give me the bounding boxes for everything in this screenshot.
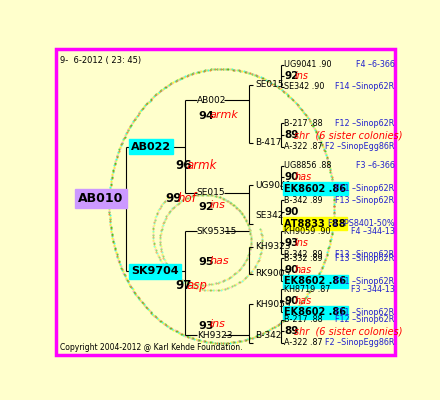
Text: ins: ins bbox=[210, 200, 226, 210]
Text: SE015: SE015 bbox=[255, 80, 283, 90]
Text: B-342 .89: B-342 .89 bbox=[284, 196, 323, 205]
Text: F13 –Sinop62R: F13 –Sinop62R bbox=[335, 250, 394, 259]
Text: has: has bbox=[294, 172, 312, 182]
Text: shr  (6 sister colonies): shr (6 sister colonies) bbox=[294, 130, 403, 140]
Text: KH9059: KH9059 bbox=[255, 300, 290, 309]
Text: F2 –SinopEgg86R: F2 –SinopEgg86R bbox=[325, 142, 394, 151]
Text: AB022: AB022 bbox=[131, 142, 171, 152]
Text: EK8602 .86: EK8602 .86 bbox=[284, 184, 346, 194]
Text: KH9323: KH9323 bbox=[197, 331, 232, 340]
Text: 92: 92 bbox=[284, 71, 299, 81]
Text: 97: 97 bbox=[175, 279, 191, 292]
Text: RK9005: RK9005 bbox=[255, 269, 290, 278]
Text: F11 –Sinop62R: F11 –Sinop62R bbox=[335, 277, 394, 286]
Text: SE015: SE015 bbox=[197, 188, 225, 197]
Text: F14 –Sinop62R: F14 –Sinop62R bbox=[335, 82, 394, 91]
Text: F4 –344-13: F4 –344-13 bbox=[351, 227, 394, 236]
Text: 89: 89 bbox=[284, 130, 299, 140]
Text: ins: ins bbox=[294, 238, 308, 248]
Text: has: has bbox=[294, 296, 312, 306]
Text: EK8602 .86: EK8602 .86 bbox=[284, 276, 346, 286]
Text: F4 –6-366: F4 –6-366 bbox=[356, 60, 394, 70]
Text: F11 –Sinop62R: F11 –Sinop62R bbox=[335, 184, 394, 194]
Text: KH9059 .90: KH9059 .90 bbox=[284, 227, 331, 236]
Text: A-322 .87: A-322 .87 bbox=[284, 142, 323, 151]
Text: F12 –Sinop62R: F12 –Sinop62R bbox=[335, 119, 394, 128]
Text: F12 –Sinop62R: F12 –Sinop62R bbox=[335, 315, 394, 324]
Text: asp: asp bbox=[187, 279, 208, 292]
Text: 92: 92 bbox=[198, 202, 214, 212]
Text: 90: 90 bbox=[284, 265, 299, 275]
Text: 94: 94 bbox=[198, 111, 214, 121]
Text: SE342 .90: SE342 .90 bbox=[284, 82, 325, 91]
Text: B-342 .89: B-342 .89 bbox=[284, 250, 323, 259]
Text: EK8602 .86: EK8602 .86 bbox=[284, 307, 346, 317]
Text: B-332 .89: B-332 .89 bbox=[284, 254, 323, 263]
Text: SK9704: SK9704 bbox=[131, 266, 179, 276]
Text: armk: armk bbox=[187, 159, 217, 172]
Text: F3 –6-366: F3 –6-366 bbox=[356, 161, 394, 170]
Text: 93: 93 bbox=[284, 238, 299, 248]
Text: shr  (6 sister colonies): shr (6 sister colonies) bbox=[294, 326, 403, 336]
Text: Copyright 2004-2012 @ Karl Kehde Foundation.: Copyright 2004-2012 @ Karl Kehde Foundat… bbox=[60, 343, 242, 352]
Text: B-217 .88: B-217 .88 bbox=[284, 315, 323, 324]
Text: F13 –Sinop62R: F13 –Sinop62R bbox=[335, 196, 394, 205]
Text: 99: 99 bbox=[166, 192, 182, 205]
Text: UG9041 .90: UG9041 .90 bbox=[284, 60, 332, 70]
Text: 90: 90 bbox=[284, 207, 299, 217]
Text: has: has bbox=[210, 256, 230, 266]
Text: SE342: SE342 bbox=[255, 211, 283, 220]
Text: F1 –PS8401-50%: F1 –PS8401-50% bbox=[328, 219, 394, 228]
Text: F3 –344-13: F3 –344-13 bbox=[351, 284, 394, 294]
Text: AB002: AB002 bbox=[197, 96, 226, 105]
Text: A-322 .87: A-322 .87 bbox=[284, 338, 323, 348]
Text: 95: 95 bbox=[198, 258, 214, 268]
Text: F2 –SinopEgg86R: F2 –SinopEgg86R bbox=[325, 338, 394, 348]
Text: KH9323: KH9323 bbox=[255, 242, 290, 251]
Text: UG8856 .88: UG8856 .88 bbox=[284, 161, 332, 170]
Text: AT8833 .88: AT8833 .88 bbox=[284, 218, 346, 228]
Text: KH8719 .87: KH8719 .87 bbox=[284, 284, 331, 294]
Text: 9-  6-2012 ( 23: 45): 9- 6-2012 ( 23: 45) bbox=[60, 56, 141, 65]
Text: armk: armk bbox=[210, 110, 239, 120]
Text: 89: 89 bbox=[284, 326, 299, 336]
Text: 90: 90 bbox=[284, 172, 299, 182]
Text: ins: ins bbox=[294, 71, 308, 81]
Text: hof: hof bbox=[177, 192, 196, 205]
Text: has: has bbox=[294, 265, 312, 275]
Text: 93: 93 bbox=[198, 321, 214, 331]
Text: B-417: B-417 bbox=[255, 138, 282, 147]
Text: 96: 96 bbox=[175, 159, 192, 172]
Text: ins: ins bbox=[210, 320, 226, 330]
Text: B-217 .88: B-217 .88 bbox=[284, 119, 323, 128]
Text: 90: 90 bbox=[284, 296, 299, 306]
Text: F13 –Sinop62R: F13 –Sinop62R bbox=[335, 254, 394, 263]
Text: SK95315: SK95315 bbox=[197, 227, 237, 236]
Text: F11 –Sinop62R: F11 –Sinop62R bbox=[335, 308, 394, 317]
Text: AB010: AB010 bbox=[78, 192, 124, 205]
Text: UG9041: UG9041 bbox=[255, 180, 291, 190]
Text: B-342: B-342 bbox=[255, 331, 281, 340]
